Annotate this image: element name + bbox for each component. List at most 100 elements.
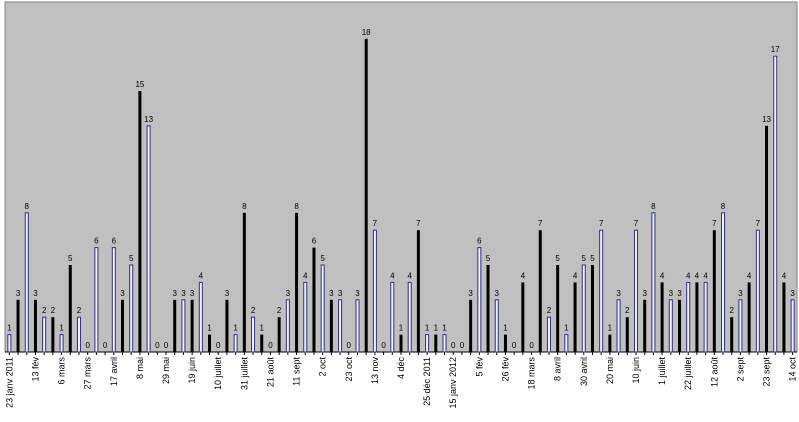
- value-label: 13: [762, 115, 771, 124]
- value-label: 3: [181, 289, 186, 298]
- value-label: 3: [172, 289, 177, 298]
- bar: [303, 281, 308, 353]
- bar: [251, 316, 256, 353]
- value-label: 3: [16, 289, 21, 298]
- bar: [503, 334, 507, 352]
- value-label: 7: [634, 219, 639, 228]
- bar: [755, 229, 760, 353]
- value-label: 3: [120, 289, 125, 298]
- value-label: 0: [85, 341, 90, 350]
- value-label: 4: [521, 271, 526, 280]
- bar: [616, 299, 621, 353]
- bar: [556, 265, 560, 352]
- x-tick-label: 11 sept: [292, 357, 302, 386]
- bar: [277, 317, 281, 352]
- bar: [364, 38, 368, 353]
- x-tick-label: 23 janv 2011: [4, 357, 14, 408]
- value-label: 4: [407, 271, 412, 280]
- bar: [181, 299, 186, 353]
- bar: [633, 229, 638, 353]
- value-label: 1: [399, 324, 404, 333]
- bar: [146, 125, 151, 353]
- value-label: 4: [686, 271, 691, 280]
- plot-area: [4, 1, 798, 353]
- value-label: 7: [712, 219, 717, 228]
- value-label: 15: [135, 80, 144, 89]
- value-label: 3: [642, 289, 647, 298]
- x-tick-label: 18 mars: [527, 357, 537, 390]
- bar: [712, 230, 716, 352]
- value-label: 7: [373, 219, 378, 228]
- x-tick-label: 6 mars: [57, 357, 67, 385]
- value-label: 6: [94, 237, 99, 246]
- bar: [407, 281, 412, 353]
- bar: [16, 299, 20, 352]
- value-label: 5: [486, 254, 491, 263]
- value-label: 8: [651, 202, 656, 211]
- bar: [660, 282, 664, 352]
- bar: [773, 55, 778, 353]
- bar: [295, 212, 299, 352]
- bar: [120, 299, 124, 352]
- bar: [260, 334, 264, 352]
- x-tick-label: 26 fév: [500, 357, 510, 382]
- bar: [721, 212, 726, 353]
- bar: [678, 299, 682, 352]
- value-label: 4: [390, 271, 395, 280]
- value-label: 4: [695, 271, 700, 280]
- x-tick-label: 23 oct: [344, 357, 354, 382]
- value-label: 0: [381, 341, 386, 350]
- bar: [651, 212, 656, 353]
- value-label: 8: [721, 202, 726, 211]
- bar: [111, 247, 116, 353]
- value-label: 5: [320, 254, 325, 263]
- bar: [225, 299, 229, 352]
- value-label: 1: [260, 324, 265, 333]
- bar: [355, 299, 360, 353]
- bar: [285, 299, 290, 353]
- value-label: 7: [756, 219, 761, 228]
- bar: [372, 229, 377, 353]
- value-label: 5: [555, 254, 560, 263]
- bar: [790, 299, 795, 353]
- x-tick-label: 30 avril: [579, 357, 589, 386]
- value-label: 4: [747, 271, 752, 280]
- value-label: 3: [677, 289, 682, 298]
- bar: [416, 230, 420, 352]
- x-tick-label: 12 août: [709, 357, 719, 388]
- value-label: 0: [155, 341, 160, 350]
- value-label: 1: [7, 324, 12, 333]
- bar: [546, 316, 551, 353]
- bar: [312, 247, 316, 352]
- x-tick-label: 10 juillet: [213, 357, 223, 391]
- bar: [703, 281, 708, 353]
- value-label: 5: [590, 254, 595, 263]
- value-label: 3: [495, 289, 500, 298]
- value-label: 7: [599, 219, 604, 228]
- value-label: 3: [190, 289, 195, 298]
- bar: [765, 125, 769, 352]
- value-label: 2: [729, 306, 734, 315]
- value-label: 4: [573, 271, 578, 280]
- value-label: 3: [468, 289, 473, 298]
- bar: [33, 299, 37, 352]
- bar: [625, 317, 629, 352]
- x-tick-label: 19 juin: [187, 357, 197, 384]
- value-label: 3: [338, 289, 343, 298]
- bar: [668, 299, 673, 353]
- x-tick-label: 17 avril: [109, 357, 119, 386]
- bar: [59, 334, 64, 353]
- bar: [42, 316, 47, 353]
- bar: [68, 265, 72, 352]
- bar: [608, 334, 612, 352]
- x-tick-label: 10 juin: [631, 357, 641, 384]
- bar: [190, 299, 194, 352]
- x-tick-label: 5 fév: [474, 357, 484, 377]
- bar: [24, 212, 29, 353]
- value-label: 1: [59, 324, 64, 333]
- bar: [564, 334, 569, 353]
- bar: [138, 91, 142, 352]
- value-label: 0: [460, 341, 465, 350]
- value-label: 13: [144, 115, 153, 124]
